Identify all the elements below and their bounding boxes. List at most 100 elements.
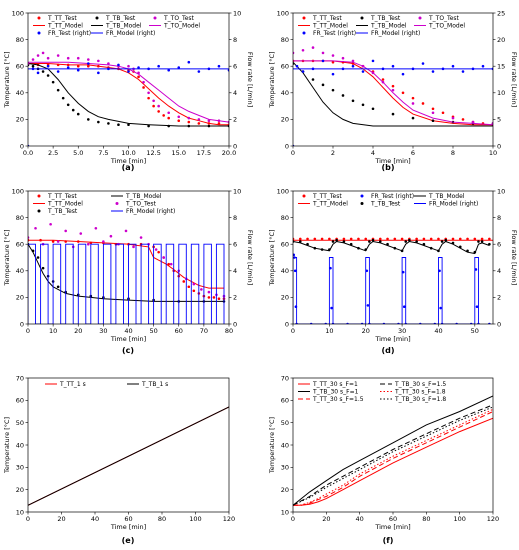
data-point bbox=[97, 71, 100, 75]
data-point bbox=[366, 304, 370, 307]
data-point bbox=[94, 226, 98, 230]
legend-entry: FR_Model (right) bbox=[106, 30, 155, 37]
y2-tick-label: 10 bbox=[233, 9, 241, 17]
data-point bbox=[386, 237, 389, 241]
data-point bbox=[301, 70, 305, 73]
data-point bbox=[36, 71, 40, 75]
y-tick-label: 40 bbox=[16, 89, 24, 97]
panel-label: (b) bbox=[381, 163, 394, 172]
x-tick-label: 20.0 bbox=[222, 149, 236, 157]
plot-frame bbox=[292, 190, 494, 325]
panel-4: 0 10 20 30 40 50 0 20 40 60 80 100 0 2 4 6 8 10 Time [min]… bbox=[268, 187, 518, 355]
y-tick-label: 40 bbox=[281, 267, 289, 275]
plot-area bbox=[28, 51, 229, 146]
data-point bbox=[321, 59, 325, 63]
data-point bbox=[391, 64, 395, 68]
x-tick-label: 100 bbox=[453, 515, 465, 523]
y2-tick-label: 4 bbox=[233, 89, 237, 97]
data-point bbox=[142, 80, 145, 84]
data-point bbox=[177, 119, 181, 123]
legend-entry: T_TB_Test bbox=[105, 15, 136, 22]
data-point bbox=[451, 237, 455, 241]
legend-entry: T_TB_30 s_F=1.5 bbox=[394, 381, 446, 388]
x-tick-label: 5.0 bbox=[73, 149, 83, 157]
legend-entry: T_TT_Test bbox=[47, 193, 77, 200]
data-point bbox=[117, 123, 120, 127]
data-point bbox=[217, 64, 221, 68]
y-tick-label: 10 bbox=[16, 508, 24, 516]
data-point bbox=[46, 64, 50, 68]
data-point bbox=[167, 111, 170, 115]
data-point bbox=[76, 64, 80, 68]
data-point bbox=[293, 269, 297, 273]
y2-tick-label: 20 bbox=[497, 36, 505, 44]
data-point bbox=[147, 91, 150, 95]
x-tick-label: 0 bbox=[291, 327, 295, 335]
data-point bbox=[152, 99, 155, 103]
data-point bbox=[49, 222, 52, 226]
plot-area bbox=[28, 406, 229, 506]
y-tick-label: 30 bbox=[281, 464, 289, 472]
data-point bbox=[415, 240, 418, 243]
series-pulse-line bbox=[28, 243, 225, 324]
legend-entry: T_TT_Model bbox=[47, 23, 83, 30]
x-tick-label: 30 bbox=[99, 327, 107, 335]
data-point bbox=[46, 56, 50, 60]
legend-entry: T_TB_Test bbox=[47, 208, 78, 215]
y-tick-label: 60 bbox=[16, 241, 24, 249]
plot-area bbox=[293, 237, 493, 324]
y-tick-label: 40 bbox=[281, 89, 289, 97]
data-point bbox=[361, 103, 365, 107]
data-point bbox=[137, 75, 140, 79]
legend-entry: FR_Model (right) bbox=[126, 208, 175, 215]
data-point bbox=[46, 74, 50, 77]
data-point bbox=[167, 68, 170, 72]
data-point bbox=[76, 68, 80, 72]
data-point bbox=[36, 256, 40, 259]
plot-frame bbox=[27, 190, 230, 325]
x-tick-label: 0 bbox=[26, 515, 30, 523]
y2-axis-label: Flow rate [L/min] bbox=[246, 52, 254, 107]
legend-entry: FR_Test (right) bbox=[48, 30, 91, 37]
y-tick-label: 70 bbox=[281, 374, 289, 382]
x-tick-label: 10 bbox=[489, 149, 497, 157]
data-point bbox=[421, 102, 425, 105]
x-tick-label: 30 bbox=[398, 327, 406, 335]
data-point bbox=[451, 64, 455, 68]
x-tick-label: 100 bbox=[189, 515, 201, 523]
y2-axis-label: Flow rate [L/min] bbox=[510, 52, 518, 107]
data-point bbox=[167, 262, 170, 266]
y2-tick-label: 0 bbox=[233, 320, 237, 328]
legend-entry: T_TB_30 s_F=1 bbox=[312, 389, 359, 396]
data-point bbox=[217, 122, 221, 125]
data-point bbox=[451, 116, 455, 120]
data-point bbox=[351, 59, 355, 63]
y-axis-label: Temperature [°C] bbox=[268, 229, 276, 286]
data-point bbox=[298, 240, 302, 243]
data-point bbox=[147, 124, 150, 128]
legend-marker bbox=[153, 16, 157, 20]
x-tick-label: 60 bbox=[124, 515, 132, 523]
x-axis-label: Time [min] bbox=[374, 335, 410, 343]
data-point bbox=[197, 118, 201, 121]
data-point bbox=[87, 118, 90, 121]
panel-label: (c) bbox=[122, 346, 134, 355]
series-line-3 bbox=[293, 404, 493, 506]
legend-entry: T_TT_1 s bbox=[59, 381, 86, 388]
data-point bbox=[371, 238, 375, 242]
legend-entry: T_TT_Test bbox=[312, 15, 342, 22]
x-axis-label: Time [min] bbox=[110, 335, 146, 343]
data-point bbox=[157, 110, 160, 113]
y-axis-label: Temperature [°C] bbox=[268, 51, 276, 108]
legend-marker bbox=[360, 16, 364, 20]
y2-tick-label: 10 bbox=[497, 89, 505, 97]
legend: T_TT_30 s_F=1T_TB_30 s_F=1T_TT_30 s_F=1.… bbox=[298, 381, 446, 403]
legend-entry: T_TT_Test bbox=[47, 15, 77, 22]
y-axis-label: Temperature [°C] bbox=[3, 51, 11, 108]
data-point bbox=[109, 234, 113, 238]
y-tick-label: 20 bbox=[281, 294, 289, 302]
data-point bbox=[87, 64, 90, 68]
data-point bbox=[331, 88, 335, 92]
data-point bbox=[177, 66, 181, 69]
y2-tick-label: 4 bbox=[497, 267, 501, 275]
